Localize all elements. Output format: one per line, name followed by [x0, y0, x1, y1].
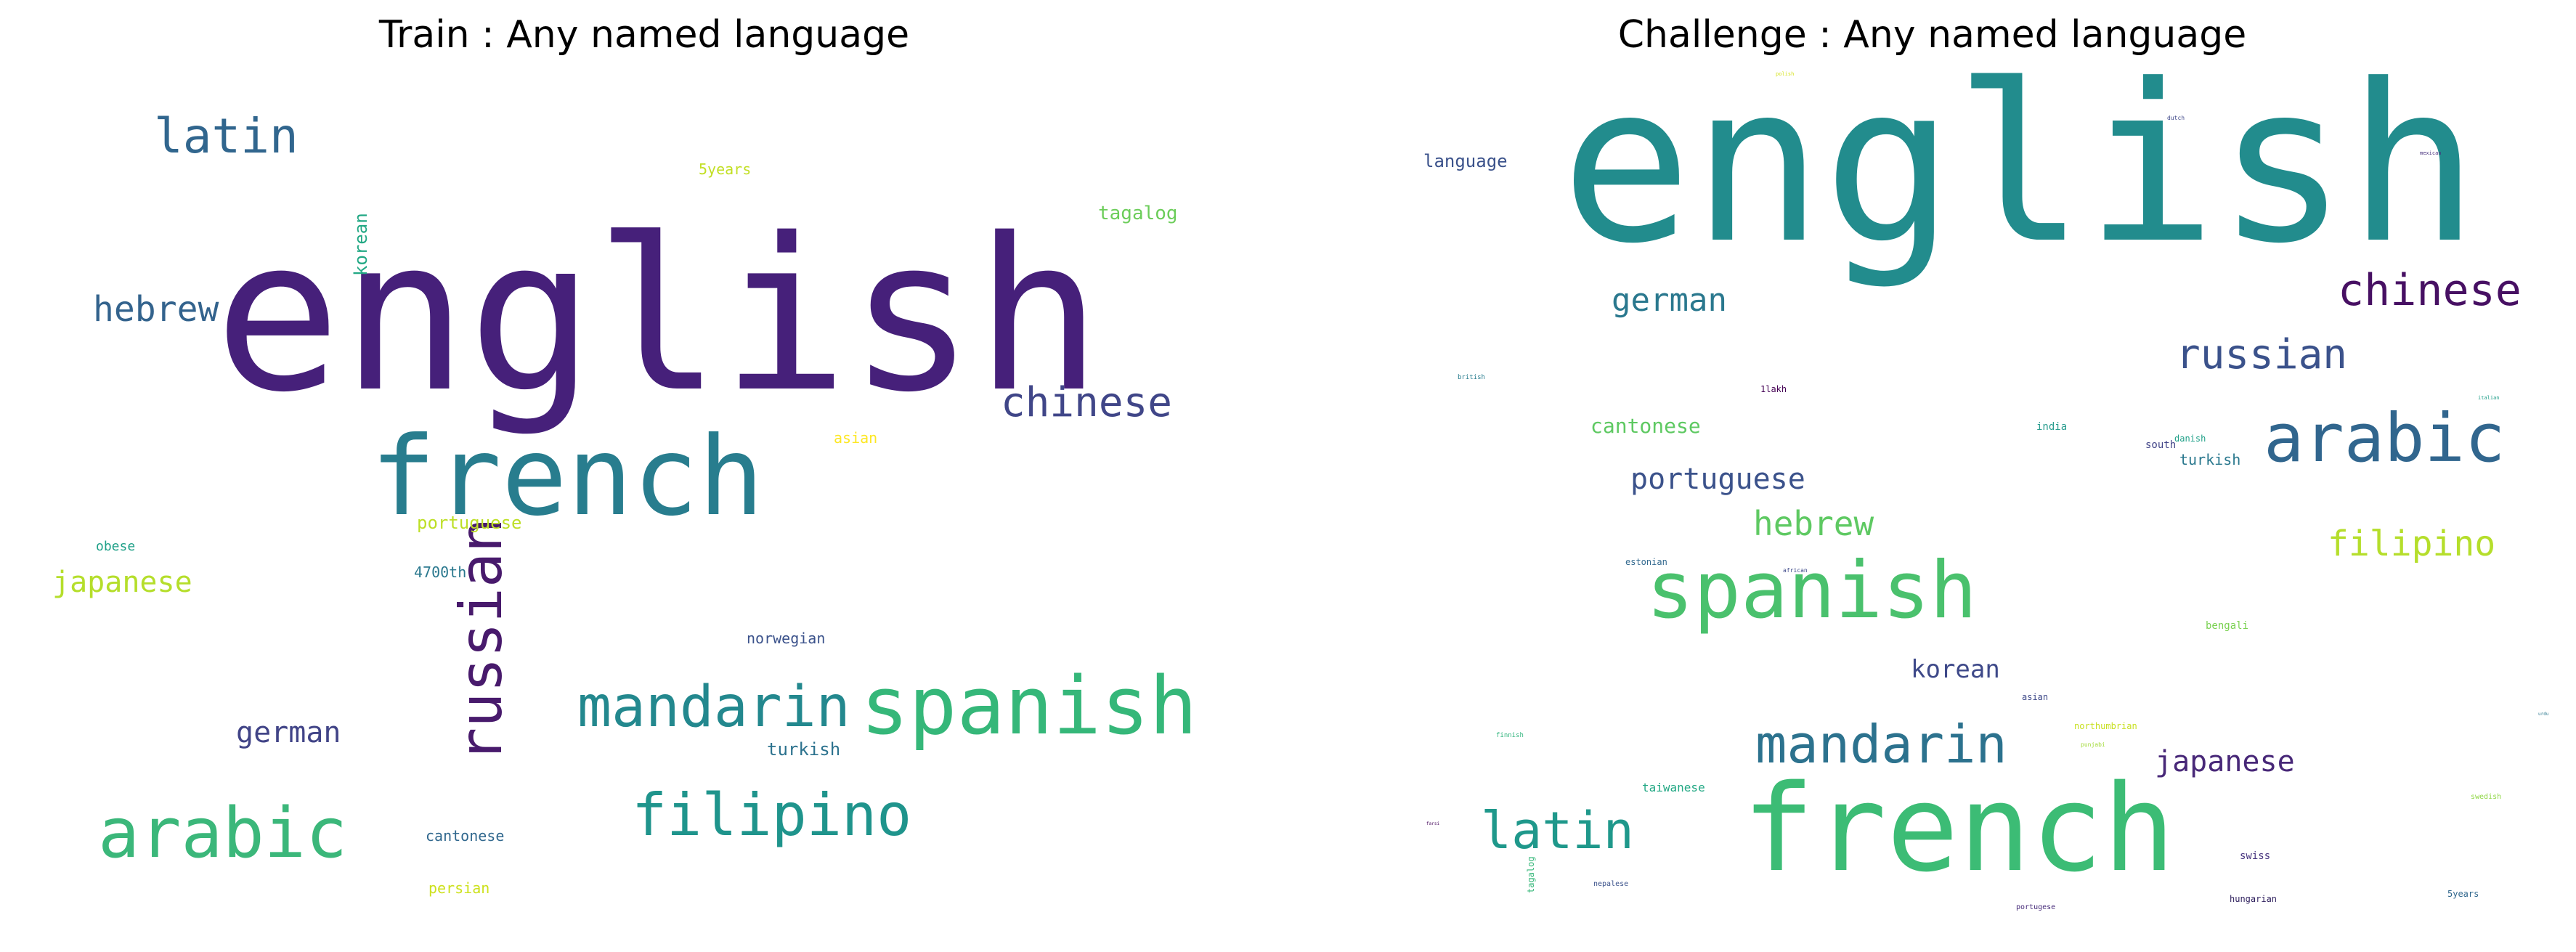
- challenge-word-asian: asian: [2022, 692, 2048, 702]
- train-word-spanish: spanish: [861, 659, 1198, 752]
- train-word-arabic: arabic: [98, 794, 347, 874]
- challenge-word-bengali: bengali: [2206, 620, 2248, 632]
- train-word-cantonese: cantonese: [426, 827, 504, 845]
- challenge-word-russian: russian: [2176, 331, 2347, 378]
- challenge-word-cantonese: cantonese: [1590, 414, 1701, 438]
- train-word-filipino: filipino: [632, 781, 911, 849]
- train-word-japanese: japanese: [52, 566, 192, 599]
- challenge-word-language: language: [1423, 151, 1508, 171]
- train-word-chinese: chinese: [1001, 379, 1172, 426]
- challenge-word-french: french: [1742, 759, 2175, 898]
- train-word-turkish: turkish: [767, 739, 840, 760]
- challenge-word-english: english: [1561, 38, 2479, 291]
- challenge-word-danish: danish: [2174, 434, 2206, 444]
- train-word-english: english: [214, 194, 1102, 439]
- train-word-5years: 5years: [699, 160, 751, 178]
- challenge-word-urdu: urdu: [2538, 712, 2549, 717]
- challenge-word-turkish: turkish: [2179, 451, 2240, 468]
- challenge-word-arabic: arabic: [2264, 399, 2505, 477]
- challenge-word-northumbrian: northumbrian: [2074, 721, 2137, 731]
- challenge-word-mexican: mexican: [2420, 150, 2442, 156]
- challenge-word-dutch: dutch: [2167, 115, 2185, 121]
- challenge-word-nepalese: nepalese: [1593, 880, 1628, 888]
- train-word-french: french: [370, 414, 764, 540]
- train-word-hebrew: hebrew: [93, 289, 219, 330]
- challenge-word-british: british: [1458, 374, 1485, 381]
- train-word-mandarin: mandarin: [577, 675, 850, 740]
- train-word-norwegian: norwegian: [747, 630, 825, 647]
- train-word-cloud: english french spanish arabic mandarin filipi…: [52, 108, 1198, 897]
- challenge-word-india: india: [2036, 421, 2067, 433]
- challenge-word-punjabi: punjabi: [2081, 741, 2105, 748]
- challenge-word-german: german: [1612, 282, 1727, 319]
- challenge-word-hungarian: hungarian: [2230, 894, 2277, 904]
- train-panel: Train : Any named language english french…: [52, 13, 1198, 897]
- challenge-word-1lakh: 1lakh: [1760, 384, 1787, 394]
- challenge-panel: Challenge : Any named language english fr…: [1288, 0, 2576, 952]
- challenge-title: Challenge : Any named language: [1617, 13, 2247, 57]
- challenge-word-hebrew: hebrew: [1753, 504, 1874, 543]
- train-word-portuguese: portuguese: [417, 513, 522, 533]
- train-word-german: german: [236, 716, 341, 749]
- challenge-word-italian: italian: [2478, 395, 2500, 401]
- challenge-word-5years: 5years: [2447, 889, 2479, 899]
- challenge-word-korean: korean: [1911, 655, 2000, 684]
- challenge-word-latin: latin: [1481, 801, 1634, 861]
- challenge-word-south: south: [2145, 439, 2176, 451]
- train-title: Train : Any named language: [378, 13, 910, 57]
- challenge-word-finnish: finnish: [1496, 732, 1524, 739]
- train-word-russian: russian: [447, 518, 515, 762]
- challenge-word-taiwanese: taiwanese: [1642, 781, 1705, 794]
- challenge-word-farsi: farsi: [1426, 821, 1439, 826]
- challenge-word-spanish: spanish: [1646, 545, 1977, 636]
- challenge-word-filipino: filipino: [2328, 524, 2495, 564]
- challenge-word-swiss: swiss: [2240, 850, 2270, 862]
- challenge-word-polish: polish: [1776, 71, 1794, 77]
- challenge-word-african: african: [1783, 567, 1808, 574]
- train-word-latin: latin: [154, 108, 298, 164]
- challenge-word-portugese: portugese: [2016, 903, 2055, 911]
- train-word-korean: korean: [351, 213, 371, 276]
- train-word-obese: obese: [96, 539, 135, 554]
- challenge-word-japanese: japanese: [2155, 745, 2295, 778]
- challenge-word-chinese: chinese: [2338, 265, 2522, 316]
- train-word-4700th: 4700th: [414, 564, 466, 581]
- challenge-word-swedish: swedish: [2471, 793, 2501, 801]
- challenge-word-cloud-canvas: english french spanish arabic chinese russian…: [1423, 38, 2549, 911]
- challenge-word-cloud: english french spanish arabic chinese russian…: [1288, 0, 2576, 952]
- challenge-word-estonian: estonian: [1625, 557, 1667, 567]
- train-word-tagalog: tagalog: [1098, 203, 1178, 224]
- train-word-persian: persian: [428, 879, 489, 897]
- train-word-asian: asian: [834, 429, 877, 447]
- challenge-word-tagalog: tagalog: [1526, 856, 1536, 893]
- challenge-word-portuguese: portuguese: [1630, 463, 1805, 496]
- challenge-word-mandarin: mandarin: [1755, 714, 2007, 775]
